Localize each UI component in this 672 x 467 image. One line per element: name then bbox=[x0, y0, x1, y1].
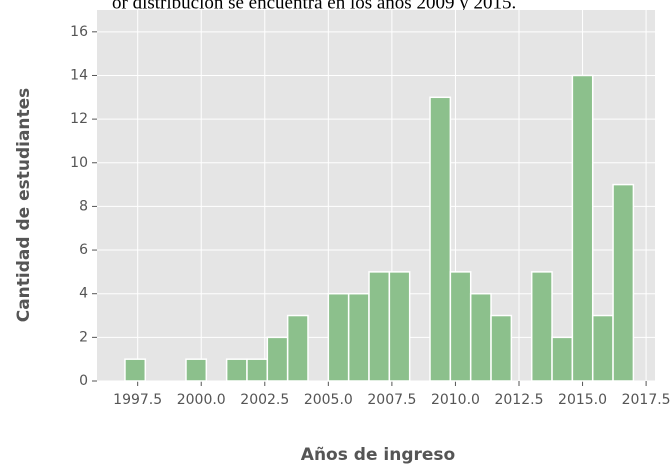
bar bbox=[449, 271, 472, 382]
bar bbox=[327, 292, 350, 382]
y-tick-label: 8 bbox=[79, 198, 88, 214]
x-tick-label: 2007.5 bbox=[367, 392, 416, 408]
x-tick-label: 2005.0 bbox=[304, 392, 353, 408]
bar bbox=[266, 336, 289, 382]
bar bbox=[551, 336, 574, 382]
y-tick-label: 0 bbox=[79, 373, 88, 389]
bar bbox=[612, 183, 635, 382]
x-tick-label: 2002.5 bbox=[240, 392, 289, 408]
y-tick-label: 2 bbox=[79, 329, 88, 345]
bar bbox=[225, 358, 248, 382]
bar bbox=[530, 271, 553, 382]
y-tick-label: 10 bbox=[70, 155, 88, 171]
x-tick-label: 2012.5 bbox=[494, 392, 543, 408]
x-tick-label: 2017.5 bbox=[622, 392, 671, 408]
y-tick-label: 12 bbox=[70, 111, 88, 127]
bar bbox=[571, 74, 594, 382]
bar bbox=[429, 96, 452, 382]
y-tick-label: 16 bbox=[70, 24, 88, 40]
bar bbox=[368, 271, 391, 382]
bar bbox=[469, 292, 492, 382]
bar bbox=[124, 358, 147, 382]
bar bbox=[246, 358, 269, 382]
bar bbox=[286, 314, 309, 382]
bar bbox=[490, 314, 513, 382]
x-tick-label: 2015.0 bbox=[558, 392, 607, 408]
y-tick-label: 14 bbox=[70, 67, 88, 83]
x-tick-label: 1997.5 bbox=[113, 392, 162, 408]
bar bbox=[185, 358, 208, 382]
x-tick-label: 2000.0 bbox=[177, 392, 226, 408]
bar bbox=[388, 271, 411, 382]
bar bbox=[591, 314, 614, 382]
y-axis-label: Cantidad de estudiantes bbox=[14, 88, 34, 323]
y-tick-label: 6 bbox=[79, 242, 88, 258]
y-tick-label: 4 bbox=[79, 286, 88, 302]
x-tick-label: 2010.0 bbox=[431, 392, 480, 408]
x-axis-label: Años de ingreso bbox=[301, 445, 455, 465]
bar bbox=[347, 292, 370, 382]
